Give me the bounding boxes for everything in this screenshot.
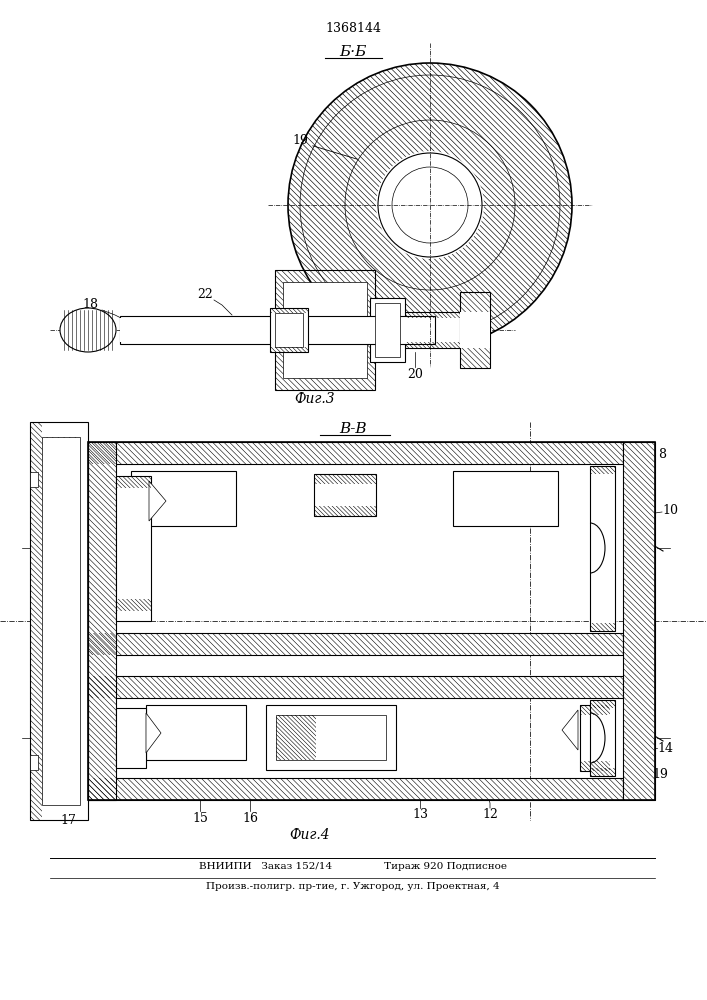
Bar xyxy=(283,282,367,378)
Ellipse shape xyxy=(60,308,116,352)
Bar xyxy=(88,442,623,464)
Text: 10: 10 xyxy=(662,504,678,516)
Bar xyxy=(88,633,623,655)
Text: 13: 13 xyxy=(412,808,428,822)
Text: 20: 20 xyxy=(407,368,423,381)
Polygon shape xyxy=(149,481,166,521)
Bar xyxy=(120,316,435,344)
Text: 19: 19 xyxy=(652,768,668,782)
Text: Фиг.4: Фиг.4 xyxy=(290,828,330,842)
Bar xyxy=(275,270,375,390)
Text: ВНИИПИ   Заказ 152/14                Тираж 920 Подписное: ВНИИПИ Заказ 152/14 Тираж 920 Подписное xyxy=(199,862,507,871)
Bar xyxy=(120,318,273,342)
Bar xyxy=(146,705,246,760)
Text: Б·Б: Б·Б xyxy=(339,45,367,59)
Bar xyxy=(88,778,623,800)
Text: 15: 15 xyxy=(192,812,208,824)
Bar xyxy=(42,437,80,805)
Bar xyxy=(580,705,610,771)
Bar xyxy=(590,700,615,776)
Bar xyxy=(88,442,655,800)
Bar xyxy=(88,676,623,698)
Bar xyxy=(30,422,88,820)
Bar xyxy=(375,303,400,357)
Bar xyxy=(623,442,655,800)
Bar xyxy=(276,715,386,760)
Bar xyxy=(270,308,308,352)
Text: Фиг.3: Фиг.3 xyxy=(295,392,335,406)
Bar xyxy=(590,466,615,631)
Bar xyxy=(314,474,376,516)
Bar xyxy=(88,442,116,800)
Bar xyxy=(116,476,151,621)
Bar xyxy=(116,708,146,768)
Bar xyxy=(266,705,396,770)
Text: 14: 14 xyxy=(657,742,673,754)
Circle shape xyxy=(392,167,468,243)
Bar xyxy=(453,471,558,526)
Bar xyxy=(405,312,465,348)
Text: В-В: В-В xyxy=(339,422,367,436)
Text: 21: 21 xyxy=(307,363,323,376)
Text: 8: 8 xyxy=(658,448,666,462)
Polygon shape xyxy=(146,713,161,753)
Text: Произв.-полигр. пр-тие, г. Ужгород, ул. Проектная, 4: Произв.-полигр. пр-тие, г. Ужгород, ул. … xyxy=(206,882,500,891)
Text: 19: 19 xyxy=(292,133,308,146)
Bar xyxy=(30,472,38,487)
Circle shape xyxy=(378,153,482,257)
Bar xyxy=(275,313,303,347)
Text: 12: 12 xyxy=(482,808,498,822)
Bar xyxy=(460,312,490,348)
Bar xyxy=(460,292,490,368)
Bar xyxy=(131,471,236,526)
Polygon shape xyxy=(562,710,578,750)
Text: 18: 18 xyxy=(82,298,98,312)
Text: 22: 22 xyxy=(197,288,213,302)
Circle shape xyxy=(378,153,482,257)
Text: 16: 16 xyxy=(242,812,258,824)
Bar xyxy=(30,755,38,770)
Text: 17: 17 xyxy=(60,814,76,826)
Text: 1368144: 1368144 xyxy=(325,22,381,35)
Bar xyxy=(370,298,405,362)
